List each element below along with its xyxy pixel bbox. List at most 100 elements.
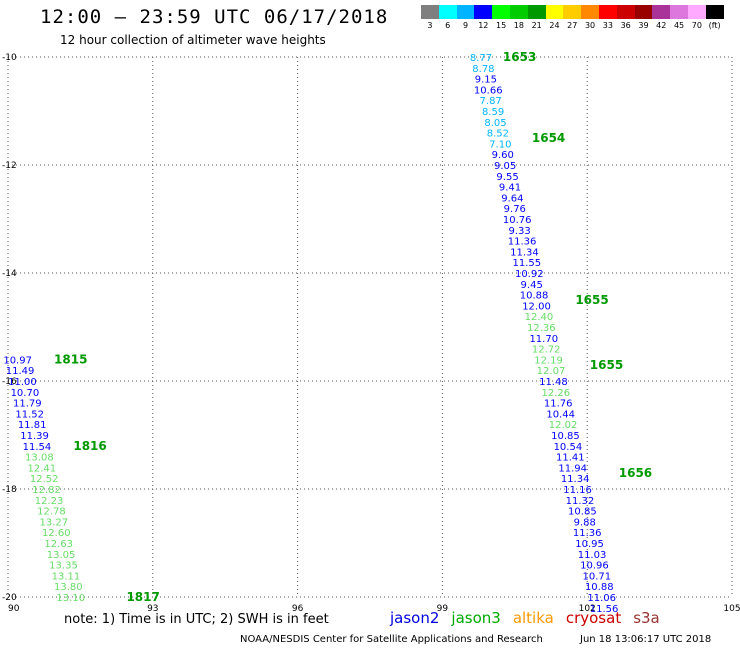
time-labels: 1653 1654 1655 1655 1656 1815 1816 1817 (54, 50, 652, 604)
legend-swatch: 33 (598, 5, 617, 30)
legend-swatch-color (652, 5, 671, 19)
wave-height-label: 11.00 (8, 377, 37, 388)
legend-swatch: 70 (687, 5, 706, 30)
wave-height-label: 11.55 (513, 258, 542, 269)
wave-height-label: 13.10 (56, 593, 85, 604)
wave-height-label: 11.34 (510, 247, 539, 258)
wave-height-label: 10.96 (580, 561, 609, 572)
wave-height-label: 13.05 (47, 550, 76, 561)
wave-height-label: 10.85 (551, 431, 580, 442)
legend-swatch-color (545, 5, 564, 19)
legend-swatch: 45 (670, 5, 688, 30)
wave-height-label: 13.80 (54, 582, 83, 593)
x-tick-label: 93 (147, 604, 158, 614)
legend-swatch-label: 39 (638, 21, 649, 30)
legend-swatch: 15 (492, 5, 510, 30)
x-tick-label: 99 (437, 604, 449, 614)
legend-swatch-label: 12 (478, 21, 489, 30)
legend-swatch-label: 24 (549, 21, 560, 30)
legend-swatch: 30 (581, 5, 599, 30)
legend-swatch-label: 45 (673, 21, 685, 30)
wave-height-label: 11.34 (561, 474, 590, 485)
wave-height-label: 8.78 (472, 64, 494, 75)
wave-height-label: 9.76 (504, 204, 526, 215)
footer-timestamp: Jun 18 13:06:17 UTC 2018 (580, 634, 712, 645)
footer-note: note: 1) Time is in UTC; 2) SWH is in fe… (64, 612, 329, 627)
pass-time-label: 1655 (590, 358, 623, 372)
x-tick-label: 96 (292, 604, 304, 614)
wave-height-label: 13.27 (40, 517, 69, 528)
wave-height-label: 9.45 (521, 280, 543, 291)
map-grid (7, 56, 733, 598)
wave-height-label: 11.94 (558, 463, 587, 474)
legend-swatch-label: 30 (584, 21, 596, 30)
wave-height-label: 12.60 (42, 528, 71, 539)
wave-height-label: 12.82 (32, 485, 61, 496)
wave-height-label: 12.23 (35, 496, 64, 507)
legend-swatch-color (563, 5, 582, 19)
satellite-label: s3a (633, 609, 660, 627)
legend-swatch-label: 42 (656, 21, 667, 30)
page-title: 12:00 – 23:59 UTC 06/17/2018 (40, 6, 389, 28)
wave-height-label: 11.41 (556, 453, 585, 464)
legend-swatch-color (456, 5, 475, 19)
wave-height-label: 13.35 (49, 561, 78, 572)
y-tick-label: -10 (2, 53, 17, 63)
legend-swatch-color (598, 5, 617, 19)
legend-swatch: 42 (652, 5, 671, 30)
wave-height-label: 11.79 (13, 399, 42, 410)
legend-swatch-color (438, 5, 457, 19)
wave-height-label: 11.36 (573, 528, 602, 539)
x-tick-label: 90 (8, 604, 20, 614)
wave-height-label: 9.15 (475, 75, 497, 86)
wave-height-label: 10.66 (474, 85, 503, 96)
pass-time-label: 1655 (575, 293, 608, 307)
pass-time-label: 1656 (619, 466, 652, 480)
y-tick-label: -16 (2, 377, 17, 387)
legend-swatch-color (581, 5, 599, 19)
wave-height-label: 8.77 (470, 53, 492, 64)
legend-swatch-label: 21 (531, 21, 542, 30)
satellite-label: cryosat (565, 609, 622, 627)
satellite-label: altika (512, 609, 554, 627)
wave-height-label: 11.32 (566, 496, 595, 507)
wave-height-label: 10.97 (3, 355, 32, 366)
wave-height-label: 8.59 (482, 107, 504, 118)
wave-height-label: 12.52 (30, 474, 59, 485)
legend-swatch: 3 (421, 5, 439, 30)
wave-height-label: 10.85 (568, 507, 597, 518)
legend-swatch-label: 3 (427, 21, 433, 30)
wave-height-label: 12.63 (44, 539, 73, 550)
wave-height-label: 10.71 (583, 571, 612, 582)
wave-height-label: 10.88 (520, 291, 549, 302)
wave-height-label: 12.26 (542, 388, 571, 399)
legend-swatch-label: 27 (567, 21, 578, 30)
wave-height-label: 10.76 (503, 215, 532, 226)
pass-time-label: 1815 (54, 352, 87, 366)
wave-height-label: 11.03 (578, 550, 607, 561)
y-tick-label: -14 (2, 269, 17, 279)
wave-height-label: 9.33 (508, 226, 530, 237)
legend-swatch-label: 15 (495, 21, 507, 30)
wave-height-label: 10.70 (11, 388, 40, 399)
wave-height-label: 11.76 (544, 399, 573, 410)
x-tick-label: 102 (579, 604, 596, 614)
wave-height-label: 9.05 (494, 161, 516, 172)
y-tick-label: -20 (2, 593, 17, 603)
wave-height-label: 7.10 (489, 139, 511, 150)
satellite-legend: jason2 jason3 altika cryosat s3a (390, 609, 672, 627)
legend-swatch: 39 (634, 5, 653, 30)
wave-height-label: 9.64 (501, 193, 523, 204)
y-tick-label: -18 (2, 485, 17, 495)
legend-swatch-color (527, 5, 546, 19)
pass-time-label: 1816 (73, 439, 106, 453)
wave-height-label: 11.36 (508, 237, 537, 248)
wave-height-label: 8.52 (487, 129, 509, 140)
pass-time-label: 1653 (503, 50, 536, 64)
wave-height-label: 11.06 (587, 593, 616, 604)
wave-height-label: 12.40 (525, 312, 554, 323)
legend-swatch-color (509, 5, 528, 19)
legend-swatch-label: 6 (445, 21, 451, 30)
wave-height-label: 12.41 (27, 463, 56, 474)
wave-height-label: 9.60 (492, 150, 514, 161)
